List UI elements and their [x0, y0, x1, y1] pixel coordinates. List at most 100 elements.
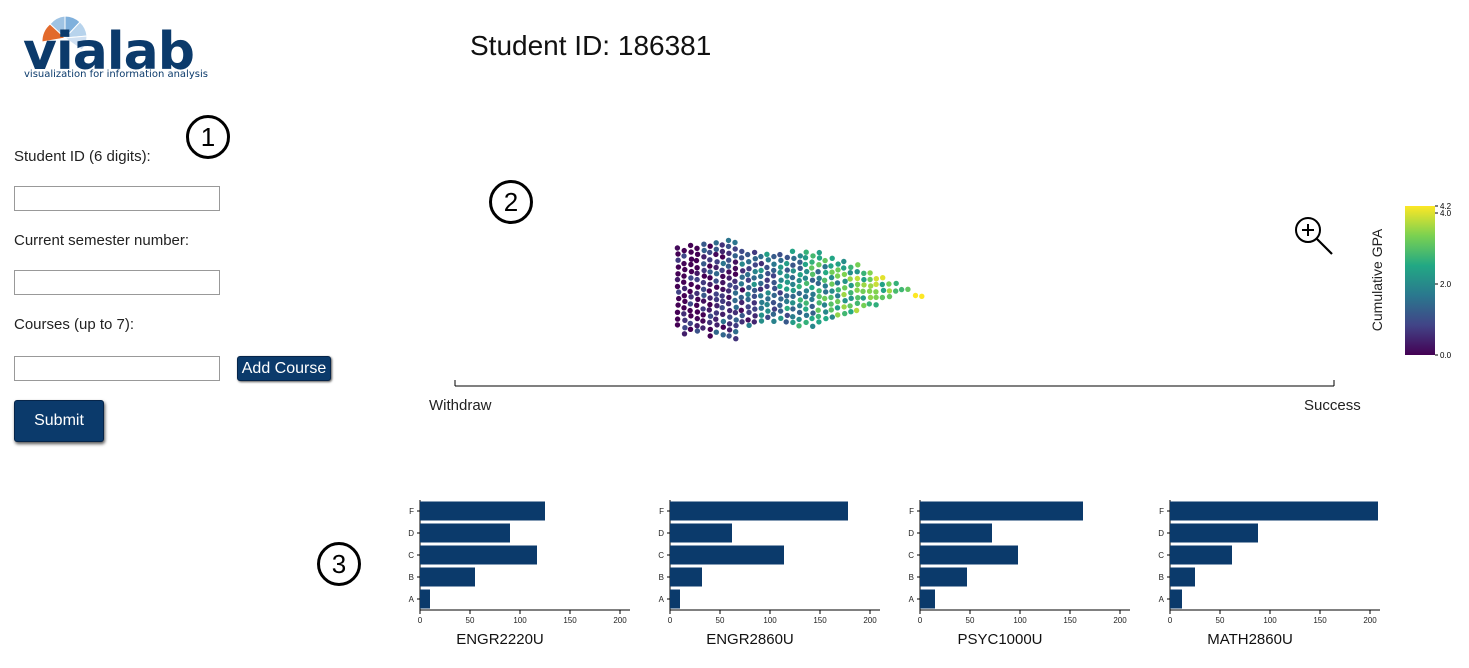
student-point [726, 321, 733, 327]
student-point [745, 304, 751, 310]
student-point [823, 289, 829, 295]
student-point [727, 282, 733, 288]
student-point [707, 263, 713, 269]
student-point [687, 242, 694, 249]
student-point [809, 277, 816, 283]
student-point [764, 283, 770, 290]
student-point [738, 281, 745, 287]
student-point [802, 255, 809, 261]
student-point [738, 294, 744, 301]
student-point [867, 270, 873, 276]
student-point [688, 313, 694, 319]
student-point [758, 312, 765, 318]
student-point [848, 290, 854, 296]
bar-b [1170, 567, 1195, 587]
student-point [713, 316, 719, 322]
add-course-button[interactable]: Add Course [237, 356, 331, 381]
student-point [726, 250, 732, 256]
student-point [726, 294, 732, 301]
x-tick-label: 50 [1216, 616, 1225, 625]
student-point [784, 286, 790, 292]
grade-chart-math2860u: F D C B A 0 50 100 150 200 MATH2860U [1158, 500, 1380, 648]
student-point [809, 296, 815, 303]
student-point [701, 273, 707, 279]
grade-chart-engr2220u: F D C B A 0 50 100 150 200 ENGR2220U [408, 500, 630, 648]
student-point [707, 333, 713, 339]
student-point [693, 257, 700, 264]
student-point [752, 268, 758, 275]
student-point [713, 329, 719, 335]
student-point [758, 318, 765, 324]
student-point [719, 267, 725, 273]
student-point [777, 269, 783, 276]
student-id-input[interactable] [14, 186, 220, 211]
bar-a [920, 589, 935, 609]
student-point [860, 288, 866, 294]
student-point [713, 271, 720, 277]
student-point [714, 284, 720, 290]
student-point [682, 317, 688, 323]
y-tick-label-f: F [409, 507, 414, 516]
student-point [804, 268, 810, 275]
student-point [771, 306, 778, 312]
student-point [738, 255, 745, 261]
student-point [732, 265, 739, 272]
student-point [809, 259, 815, 265]
student-point [694, 315, 700, 322]
student-point [790, 300, 796, 306]
student-point [695, 296, 701, 302]
y-tick-label-d: D [658, 529, 664, 538]
student-point [681, 247, 687, 254]
y-tick-label-b: B [909, 573, 914, 582]
student-point [816, 255, 823, 261]
student-point [841, 291, 847, 298]
submit-button[interactable]: Submit [14, 400, 104, 442]
student-point [720, 298, 726, 304]
student-point [688, 268, 695, 275]
student-point [745, 317, 751, 323]
student-point [860, 295, 866, 301]
bar-c [1170, 545, 1232, 565]
semester-input[interactable] [14, 270, 220, 295]
page-title: Student ID: 186381 [470, 30, 711, 62]
student-point [893, 280, 899, 287]
bar-d [920, 523, 992, 543]
student-point [707, 301, 713, 308]
student-point [694, 328, 701, 334]
annotation-marker-3: 3 [317, 542, 361, 586]
student-point [868, 283, 874, 289]
y-tick-label-b: B [1159, 573, 1164, 582]
student-point [823, 309, 829, 315]
student-point [778, 277, 784, 283]
student-point [707, 319, 713, 326]
student-point [720, 318, 727, 325]
student-point [694, 251, 701, 257]
bar-a [1170, 589, 1182, 609]
student-point [745, 277, 752, 283]
student-point [866, 288, 873, 294]
student-point [842, 285, 848, 291]
student-point [803, 280, 810, 287]
student-point [758, 260, 765, 267]
y-tick-label-a: A [659, 595, 665, 604]
x-tick-label: 100 [1013, 616, 1027, 625]
student-point [848, 309, 854, 315]
student-point [771, 279, 777, 286]
student-point [707, 269, 713, 275]
student-point [746, 309, 752, 316]
student-point [829, 255, 835, 261]
student-point [765, 290, 771, 296]
zoom-in-icon[interactable] [1292, 214, 1336, 258]
student-point [841, 265, 847, 271]
course-input[interactable] [14, 356, 220, 381]
student-point [707, 243, 713, 249]
student-point [676, 295, 682, 302]
student-point [745, 271, 751, 278]
student-point [740, 268, 746, 274]
student-point [784, 312, 790, 319]
x-tick-label: 150 [563, 616, 577, 625]
x-tick-label: 200 [1113, 616, 1127, 625]
student-point [790, 293, 796, 300]
y-tick-label-c: C [1158, 551, 1164, 560]
bar-b [420, 567, 475, 587]
